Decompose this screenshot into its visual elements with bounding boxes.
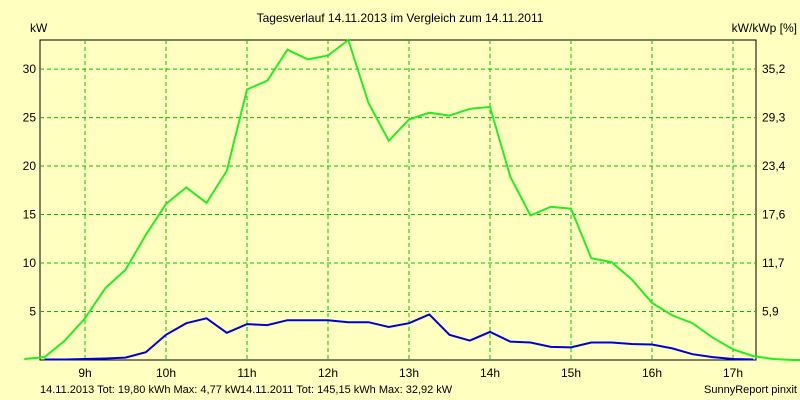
x-tick-label: 14h [480,366,500,380]
y-tick-label-left: 10 [23,256,37,270]
footer-series-2011-summary: 14.11.2011 Tot: 145,15 kWh Max: 32,92 kW [240,384,453,396]
series-line-2011 [24,38,800,361]
x-axis: 9h 10h 11h 12h 13h 14h 15h 16h 17h [78,366,743,380]
y-tick-label-right: 23,4 [762,159,786,173]
y-axis-right: 5,9 11,7 17,6 23,4 29,3 35,2 [762,62,786,318]
y-tick-label-right: 11,7 [762,256,785,270]
y-tick-label-left: 15 [23,208,37,222]
x-tick-label: 16h [642,366,662,380]
y-tick-label-left: 5 [29,305,36,319]
y-axis-left: 5 10 15 20 25 30 [23,62,37,318]
y-tick-label-left: 20 [23,159,37,173]
x-tick-label: 12h [318,366,338,380]
y-tick-label-right: 17,6 [762,208,786,222]
y-tick-label-left: 25 [23,111,37,125]
plot-area [39,39,757,361]
series-group [24,38,800,361]
x-tick-label: 15h [561,366,581,380]
footer-credit: SunnyReport pinxit [704,384,797,396]
y-tick-label-right: 35,2 [762,62,786,76]
x-tick-label: 17h [723,366,743,380]
series-line-2013 [44,313,754,361]
chart-title: Tagesverlauf 14.11.2013 im Vergleich zum… [257,11,544,25]
grid [40,40,756,360]
x-tick-label: 10h [156,366,176,380]
y-tick-label-left: 30 [23,62,37,76]
x-tick-label: 9h [78,366,91,380]
y-axis-label-left: kW [30,21,48,35]
y-tick-label-right: 5,9 [762,305,779,319]
y-tick-label-right: 29,3 [762,111,786,125]
x-tick-label: 11h [237,366,256,380]
y-axis-label-right: kW/kWp [%] [732,21,797,35]
x-tick-label: 13h [399,366,419,380]
footer-series-2013-summary: 14.11.2013 Tot: 19,80 kWh Max: 4,77 kW [40,384,241,396]
